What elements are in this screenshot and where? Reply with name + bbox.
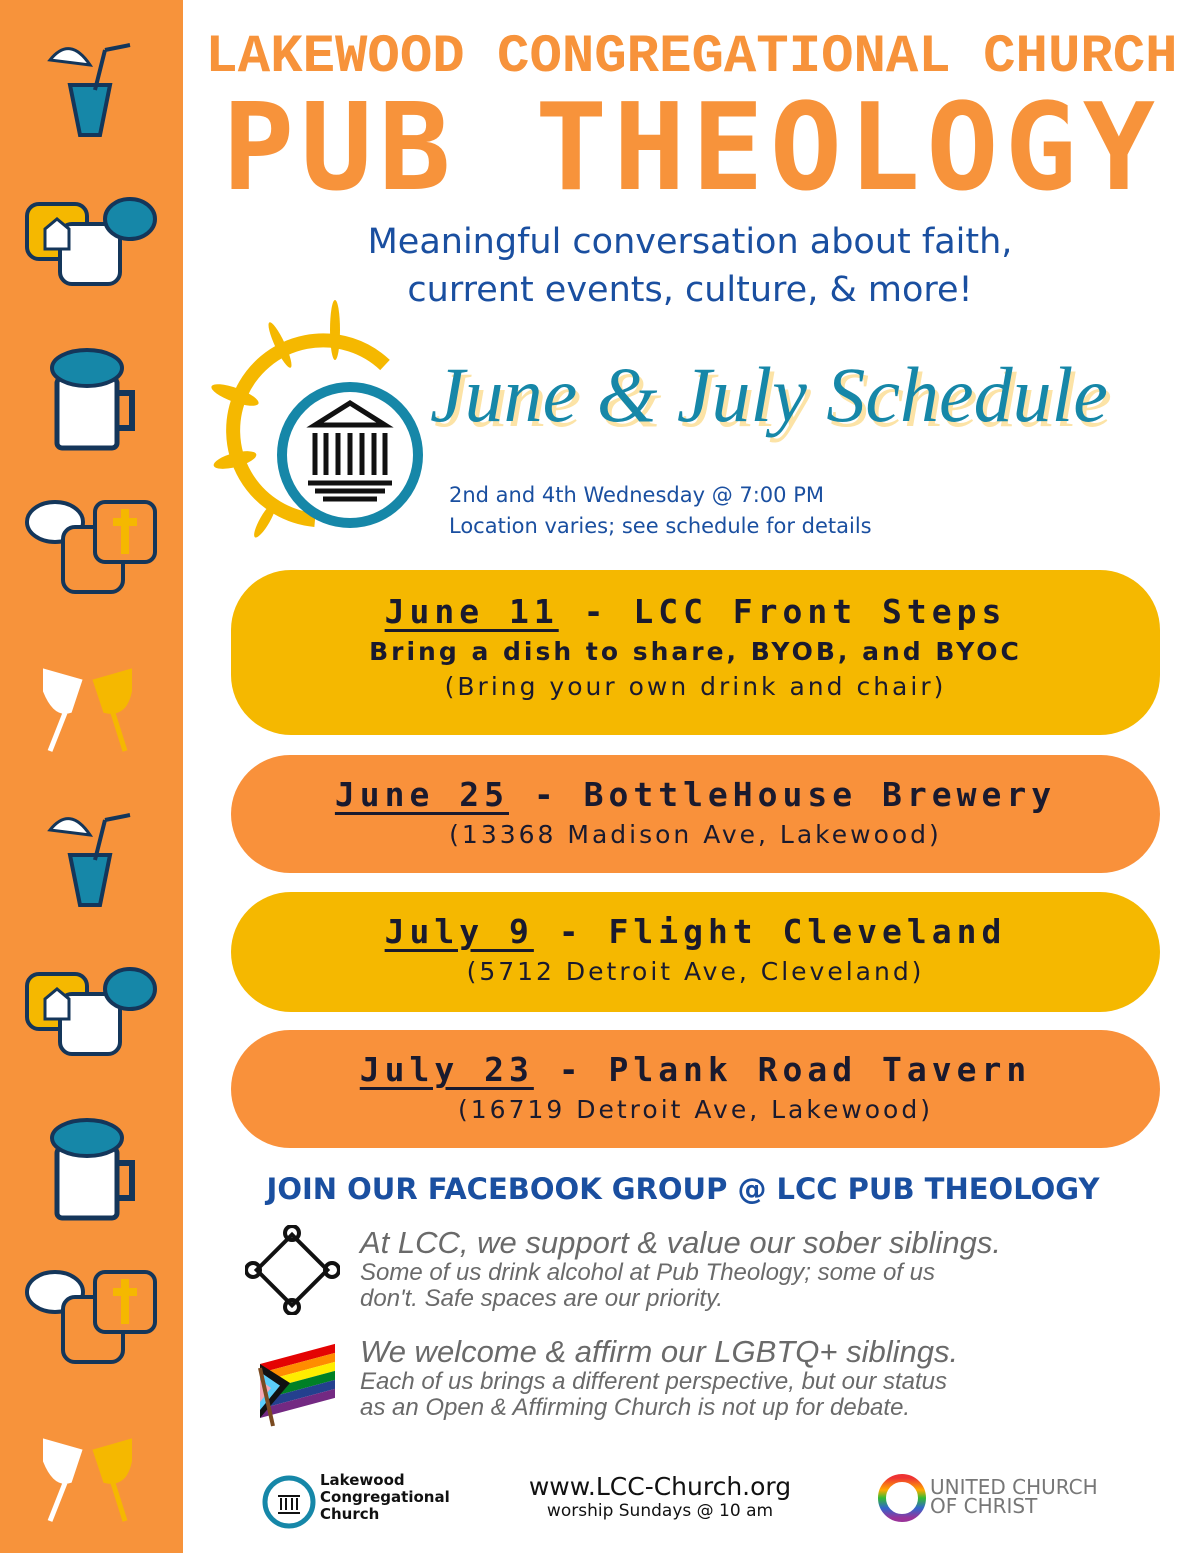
church-name: LAKEWOOD CONGREGATIONAL CHURCH [205,27,1178,88]
event-card: June 25 - BottleHouse Brewery (13368 Mad… [231,755,1160,873]
logo-line: OF CHRIST [930,1494,1038,1518]
event-heading: July 9 - Flight Cleveland [384,912,1007,951]
event-detail: (Bring your own drink and chair) [444,672,947,701]
schedule-time: 2nd and 4th Wednesday @ 7:00 PM [449,483,824,507]
event-address: (13368 Madison Ave, Lakewood) [449,820,942,849]
subtitle-line: current events, culture, & more! [407,270,973,310]
footer-contact: www.LCC-Church.org worship Sundays @ 10 a… [500,1472,820,1521]
worship-times: worship Sundays @ 10 am [546,1501,774,1521]
event-heading: July 23 - Plank Road Tavern [359,1050,1032,1089]
website-link[interactable]: www.LCC-Church.org [528,1472,792,1501]
drink-icon [47,43,131,137]
event-place: Flight Cleveland [608,912,1007,951]
event-place: LCC Front Steps [633,592,1007,631]
note-headline: We welcome & affirm our LGBTQ+ siblings. [360,1334,959,1369]
logo-line: Church [320,1505,380,1523]
drink-icon [47,813,131,907]
event-card: July 23 - Plank Road Tavern (16719 Detro… [231,1030,1160,1148]
beer-mug-icon [50,1118,135,1221]
linked-hands-icon [245,1225,340,1315]
logo-line: Lakewood [320,1471,405,1489]
event-place: Plank Road Tavern [608,1050,1032,1089]
event-card: June 11 - LCC Front Steps Bring a dish t… [231,570,1160,735]
note-text: Each of us brings a different perspectiv… [360,1368,947,1395]
facebook-group-callout: JOIN OUR FACEBOOK GROUP @ LCC PUB THEOLO… [266,1172,1100,1206]
note-text: Some of us drink alcohol at Pub Theology… [360,1259,935,1286]
lgbtq-note: We welcome & affirm our LGBTQ+ siblings.… [360,1335,958,1421]
progress-pride-flag-icon [258,1343,335,1427]
note-text: don't. Safe spaces are our priority. [360,1285,723,1312]
lcc-logo-text: Lakewood Congregational Church [320,1472,450,1523]
schedule-title: June & July Schedule [430,351,1108,438]
note-text: as an Open & Affirming Church is not up … [360,1394,911,1421]
logo-line: UNITED CHURCH [930,1475,1098,1499]
wine-toast-icon [43,1438,132,1522]
church-chat-icon [25,197,157,286]
event-address: (5712 Detroit Ave, Cleveland) [466,957,925,986]
church-chat-icon [25,967,157,1056]
event-heading: June 25 - BottleHouse Brewery [334,775,1057,814]
subtitle: Meaningful conversation about faith, curr… [240,218,1140,314]
page-title: PUB THEOLOGY [222,79,1161,218]
lcc-logo-icon [262,1475,316,1529]
event-detail: Bring a dish to share, BYOB, and BYOC [369,637,1022,666]
schedule-info: 2nd and 4th Wednesday @ 7:00 PM Location … [449,480,872,542]
wine-toast-icon [43,668,132,752]
subtitle-line: Meaningful conversation about faith, [367,222,1013,262]
ucc-logo-icon [878,1474,926,1522]
event-place: BottleHouse Brewery [583,775,1057,814]
sober-note: At LCC, we support & value our sober sib… [360,1226,1001,1312]
sun-church-logo-icon [211,300,423,538]
beer-mug-icon [50,348,135,451]
chat-cross-icon [25,500,157,594]
event-address: (16719 Detroit Ave, Lakewood) [458,1095,933,1124]
chat-cross-icon [25,1270,157,1364]
note-headline: At LCC, we support & value our sober sib… [360,1225,1001,1260]
event-date: June 25 [334,775,509,814]
schedule-location-note: Location varies; see schedule for detail… [449,514,872,538]
event-card: July 9 - Flight Cleveland (5712 Detroit … [231,892,1160,1012]
event-date: July 9 [384,912,534,951]
event-heading: June 11 - LCC Front Steps [384,592,1007,631]
logo-line: Congregational [320,1488,450,1506]
ucc-logo-text: UNITED CHURCH OF CHRIST [930,1475,1098,1518]
event-date: July 23 [359,1050,534,1089]
event-date: June 11 [384,592,559,631]
